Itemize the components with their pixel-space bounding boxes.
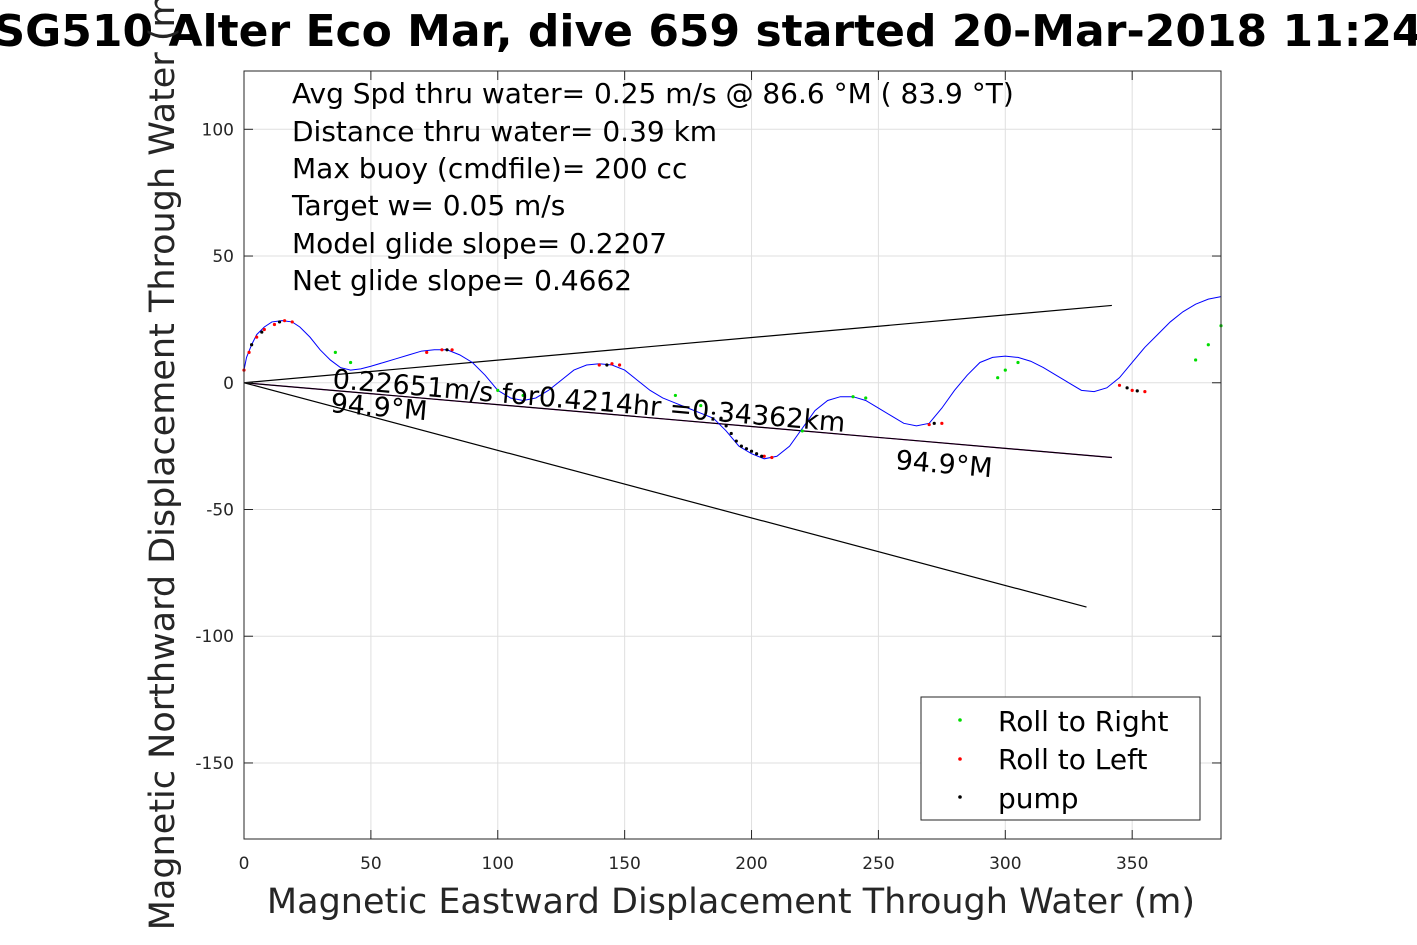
roll-right-point [1016, 360, 1020, 365]
x-tick-label: 0 [239, 854, 250, 874]
x-tick-label: 350 [1116, 854, 1148, 874]
chart-title: SG510 Alter Eco Mar, dive 659 started 20… [0, 6, 1417, 57]
annotation-distance: Distance thru water= 0.39 km [292, 115, 717, 148]
pump-point [932, 421, 936, 425]
legend: Roll to Right Roll to Left pump [920, 696, 1201, 821]
roll-right-point [1194, 358, 1198, 362]
pump-point [744, 447, 749, 451]
roll-right-point [996, 376, 1000, 380]
roll-right-point [851, 395, 855, 399]
pump-point [1135, 389, 1139, 393]
roll-left-point [255, 335, 259, 339]
legend-label-roll-right: Roll to Right [998, 705, 1169, 738]
roll-left-point [940, 421, 944, 425]
grid [243, 71, 1221, 839]
pump-point [719, 416, 723, 420]
annotation-avg-speed: Avg Spd thru water= 0.25 m/s @ 86.6 °M (… [292, 77, 1014, 110]
roll-left-point [425, 350, 429, 354]
x-tick-label: 200 [735, 854, 767, 874]
pump-point [277, 320, 282, 324]
pump-point [760, 454, 764, 458]
axes-box [243, 70, 1222, 840]
pump-point [739, 444, 743, 448]
roll-right-point [1003, 368, 1007, 372]
annotation-net-glide: Net glide slope= 0.4662 [292, 264, 632, 297]
line-envelope-center [243, 382, 1112, 459]
roll-right-point [864, 396, 868, 400]
y-axis-label: Magnetic Northward Displacement Through … [143, 0, 183, 930]
roll-left-point [283, 319, 287, 323]
pump-point [724, 424, 728, 428]
roll-left-point [1130, 388, 1134, 392]
y-tick-label: -50 [206, 500, 234, 520]
reference-lines [243, 304, 1112, 608]
roll-right-point [673, 393, 678, 398]
marker-layer [242, 319, 1223, 460]
roll-left-point [247, 350, 251, 354]
line-envelope-lower [243, 382, 1087, 608]
y-tick-label: 50 [212, 247, 234, 267]
roll-left-point [770, 455, 774, 460]
pump-point [729, 431, 733, 436]
pump-point [260, 330, 264, 334]
pump-point [734, 439, 738, 443]
x-tick-label: 100 [482, 854, 514, 874]
roll-right-point [333, 350, 337, 354]
legend-marker-pump [958, 795, 962, 799]
legend-marker-roll-right [958, 718, 962, 722]
y-tick-label: 0 [223, 374, 234, 394]
pump-point [605, 363, 609, 367]
roll-right-point [496, 388, 500, 392]
x-tick-label: 50 [360, 854, 382, 874]
roll-left-point [597, 363, 601, 367]
roll-left-point [610, 362, 614, 366]
roll-left-point [440, 348, 444, 352]
roll-right-point [1206, 343, 1210, 347]
roll-left-point [290, 320, 294, 324]
pump-point [755, 452, 759, 456]
line-envelope-upper [243, 304, 1112, 384]
annotation-model-glide: Model glide slope= 0.2207 [292, 227, 667, 260]
pump-point [1125, 386, 1129, 390]
pump-point [749, 449, 754, 453]
track-layer [243, 296, 1222, 460]
y-tick-label: -150 [195, 754, 234, 774]
annotation-target-w: Target w= 0.05 m/s [291, 189, 565, 222]
legend-label-roll-left: Roll to Left [998, 743, 1147, 776]
x-axis-label: Magnetic Eastward Displacement Through W… [267, 882, 1195, 922]
roll-left-point [272, 322, 277, 327]
legend-box [920, 696, 1201, 821]
track-line [243, 296, 1222, 460]
roll-left-point [762, 454, 766, 458]
y-tick-label: -100 [195, 627, 234, 647]
pump-point [250, 343, 254, 347]
roll-left-point [1117, 383, 1122, 387]
pump-point [445, 348, 449, 352]
roll-right-point [699, 403, 703, 408]
roll-right-point [800, 429, 804, 433]
x-tick-label: 300 [989, 854, 1021, 874]
roll-left-point [262, 327, 266, 332]
legend-label-pump: pump [998, 782, 1079, 815]
roll-right-point [348, 360, 353, 365]
x-tick-label: 250 [862, 854, 894, 874]
roll-left-point [450, 348, 454, 352]
legend-marker-roll-left [958, 757, 962, 761]
y-tick-label: 100 [202, 120, 234, 140]
roll-right-point [521, 393, 525, 398]
tick-layer: 0 50 100 150 200 250 300 350 100 50 0 -50 -100 -150 [195, 71, 1221, 874]
roll-left-point [617, 363, 622, 367]
x-tick-label: 150 [608, 854, 640, 874]
roll-left-point [1143, 390, 1147, 394]
pump-point [711, 411, 716, 415]
annotation-max-buoy: Max buoy (cmdfile)= 200 cc [292, 152, 687, 185]
roll-left-point [927, 422, 931, 427]
